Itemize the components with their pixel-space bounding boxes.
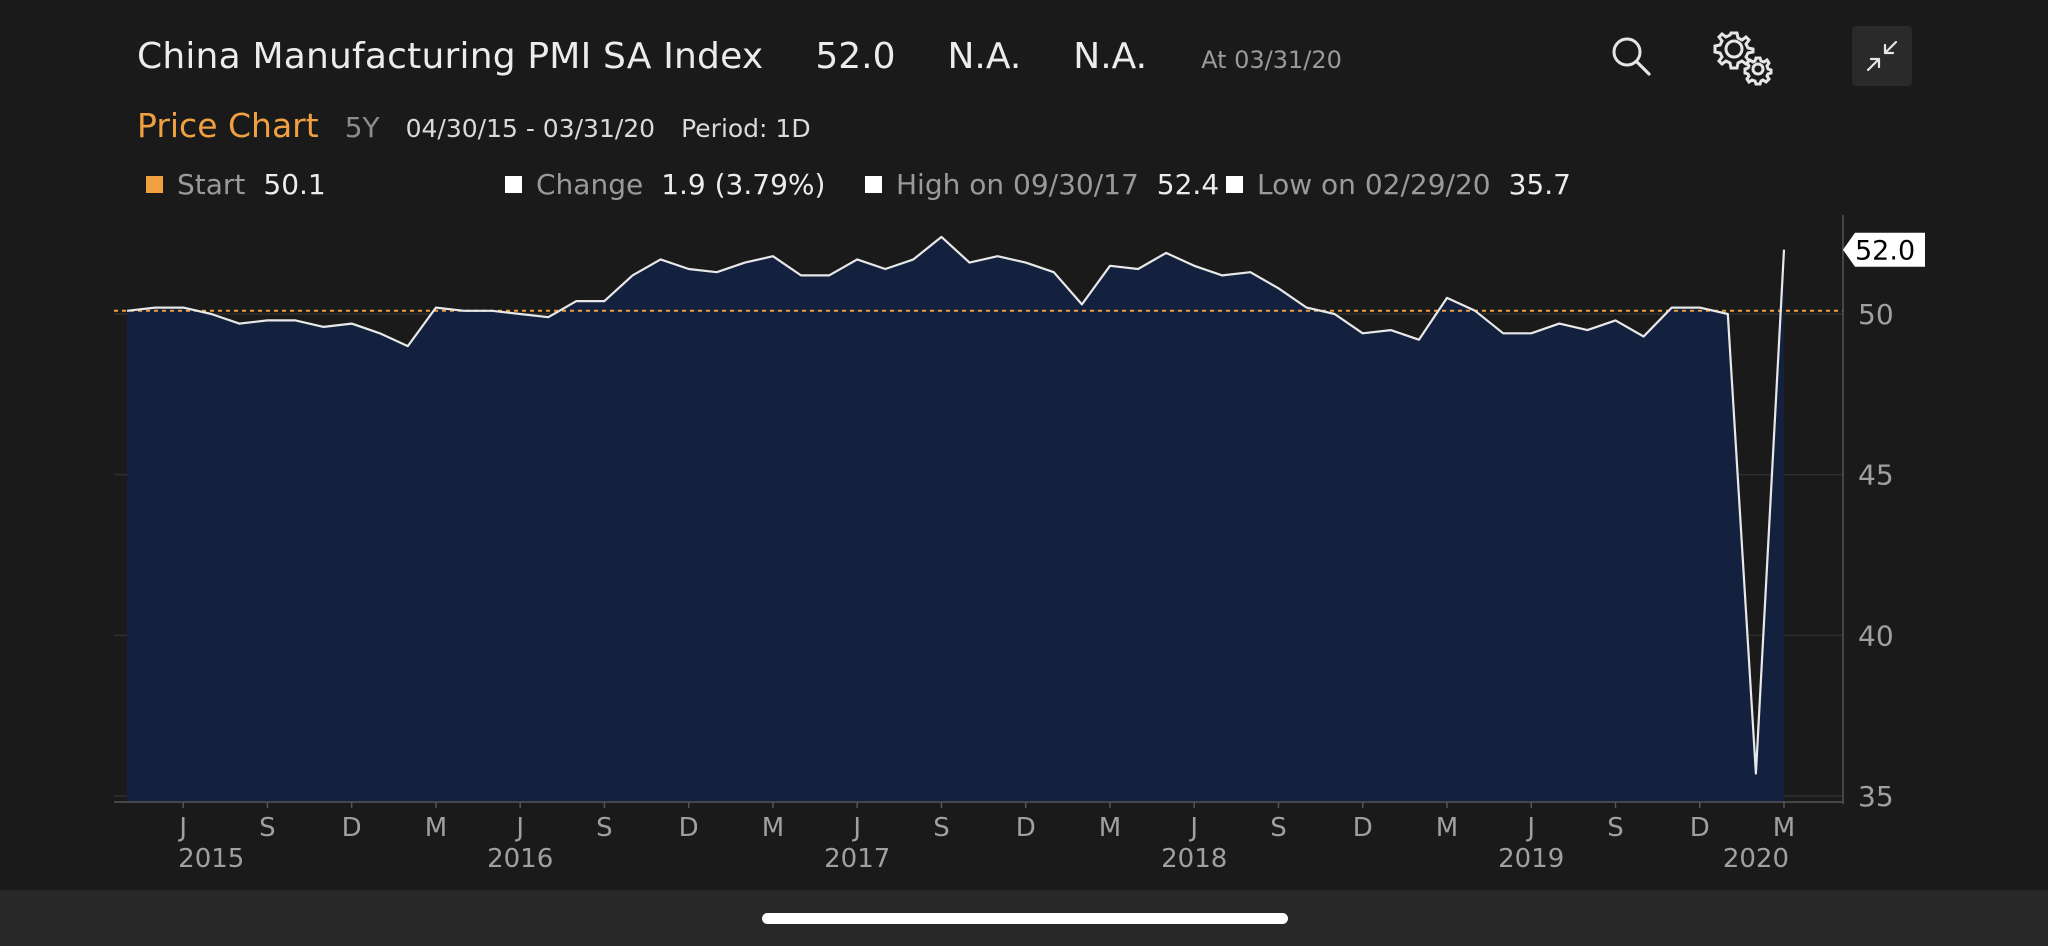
percent-change: N.A. [1073, 35, 1148, 77]
net-change: N.A. [947, 35, 1022, 77]
x-month-label: M [1436, 813, 1458, 843]
period-selector[interactable]: Period: 1D [681, 114, 811, 143]
x-month-label: D [1353, 813, 1373, 843]
last-value-tag-bg [1843, 232, 1925, 267]
chart-type-label[interactable]: Price Chart [137, 106, 319, 145]
x-month-label: D [1016, 813, 1036, 843]
y-tick-label: 50 [1858, 298, 1894, 331]
x-month-label: M [1099, 813, 1121, 843]
x-month-label: J [1188, 813, 1198, 843]
search-button[interactable] [1606, 28, 1656, 84]
change-swatch [505, 175, 522, 193]
y-tick-label: 45 [1858, 459, 1894, 492]
x-month-label: M [762, 813, 784, 843]
chart-header: China Manufacturing PMI SA Index 52.0 N.… [137, 28, 1342, 84]
x-month-label: S [933, 813, 950, 843]
security-title: China Manufacturing PMI SA Index [137, 35, 764, 77]
last-value-tag: 52.0 [1843, 232, 1925, 267]
x-month-label: D [342, 813, 362, 843]
home-indicator[interactable] [762, 913, 1288, 924]
settings-button[interactable] [1710, 24, 1774, 88]
stats-legend: Start 50.1 Change 1.9 (3.79%) High on 09… [0, 164, 2048, 204]
x-month-label: S [1607, 813, 1624, 843]
last-price: 52.0 [815, 35, 896, 77]
x-month-label: J [177, 813, 187, 843]
x-month-label: J [1525, 813, 1535, 843]
start-swatch [146, 175, 163, 193]
x-month-label: M [1773, 813, 1795, 843]
stat-high: High on 09/30/17 52.4 [865, 164, 1219, 204]
x-month-label: M [425, 813, 447, 843]
x-year-label: 2017 [824, 844, 890, 874]
area-fill [127, 236, 1784, 802]
gear-icon [1713, 31, 1773, 86]
chart-subheader: Price Chart 5Y 04/30/15 - 03/31/20 Perio… [137, 106, 811, 152]
y-tick-label: 40 [1858, 619, 1894, 652]
stat-low-value: 35.7 [1508, 167, 1571, 201]
x-month-label: S [259, 813, 276, 843]
x-month-label: S [1270, 813, 1287, 843]
date-range: 04/30/15 - 03/31/20 [405, 114, 656, 143]
stat-high-value: 52.4 [1156, 167, 1220, 201]
as-of-date: At 03/31/20 [1201, 46, 1342, 74]
stat-start-label: Start [177, 167, 246, 201]
x-year-label: 2018 [1161, 844, 1227, 874]
stat-change-value: 1.9 (3.79%) [661, 167, 826, 201]
price-chart[interactable]: 35 40 45 50 52.0 J S D M J S D M J S D M J S D M J S D M 2015 2016… [0, 200, 2048, 890]
x-year-label: 2020 [1723, 844, 1789, 874]
low-swatch [1226, 175, 1243, 193]
stat-change-label: Change [536, 167, 644, 201]
y-tick-label: 35 [1858, 780, 1894, 813]
collapse-button[interactable] [1852, 26, 1912, 86]
x-month-label: D [1690, 813, 1710, 843]
collapse-arrows-icon [1866, 40, 1898, 72]
bottom-bar [0, 890, 2048, 946]
x-year-label: 2019 [1498, 844, 1564, 874]
x-month-label: J [851, 813, 861, 843]
stat-start: Start 50.1 [146, 164, 326, 204]
x-year-label: 2016 [487, 844, 553, 874]
stat-high-label: High on 09/30/17 [896, 167, 1139, 201]
stat-start-value: 50.1 [263, 167, 326, 201]
range-selector[interactable]: 5Y [344, 111, 380, 144]
x-year-label: 2015 [178, 844, 244, 874]
search-icon [1612, 37, 1651, 76]
x-month-label: J [514, 813, 524, 843]
x-month-label: D [679, 813, 699, 843]
last-value-label: 52.0 [1855, 236, 1915, 267]
high-swatch [865, 175, 882, 193]
stat-low-label: Low on 02/29/20 [1257, 167, 1491, 201]
x-month-label: S [596, 813, 613, 843]
stat-low: Low on 02/29/20 35.7 [1226, 164, 1571, 204]
stat-change: Change 1.9 (3.79%) [505, 164, 825, 204]
series-line [126, 235, 1786, 775]
